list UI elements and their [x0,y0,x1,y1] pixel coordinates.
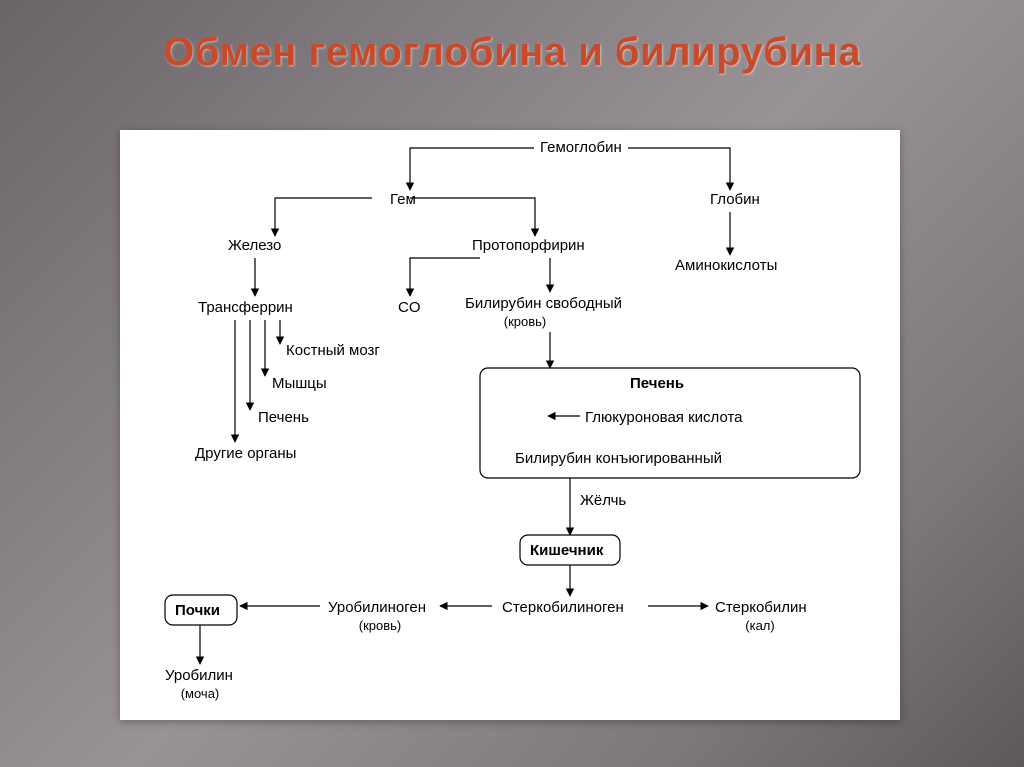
node-sterkobilin-sub: (кал) [745,618,774,633]
edge [410,258,480,296]
node-protoporphyrin: Протопорфирин [472,237,585,254]
node-kidneys: Почки [175,602,220,619]
node-bile: Жёлчь [580,492,626,509]
node-muscles: Мышцы [272,375,327,392]
diagram-panel: Гемоглобин Гем Глобин Железо Протопорфир… [120,130,900,720]
slide-background: Обмен гемоглобина и билирубина [0,0,1024,767]
node-glucuronic: Глюкуроновая кислота [585,409,743,426]
node-co: CO [398,299,421,316]
node-aminoacids: Аминокислоты [675,257,777,274]
node-iron: Железо [228,237,281,254]
node-otherorgans: Другие органы [195,445,296,462]
edge [275,198,372,236]
node-globin: Глобин [710,191,760,208]
edge [410,148,534,190]
node-sterkobilinogen: Стеркобилиноген [502,599,624,616]
node-bonemarrow: Костный мозг [286,342,380,359]
node-hemoglobin: Гемоглобин [540,139,622,156]
node-intestine: Кишечник [530,542,604,559]
node-transferrin: Трансферрин [198,299,293,316]
edge [410,198,535,236]
node-liver-box: Печень [630,375,684,392]
edge [628,148,730,190]
node-liver-transferrin: Печень [258,409,309,426]
node-bili-conj: Билирубин конъюгированный [515,450,722,467]
flowchart-svg: Гемоглобин Гем Глобин Железо Протопорфир… [120,130,900,720]
node-urobilinogen-sub: (кровь) [359,618,402,633]
node-bili-free: Билирубин свободный [465,295,622,312]
node-gem: Гем [390,191,416,208]
node-urobilin-sub: (моча) [181,686,220,701]
node-urobilin: Уробилин [165,667,233,684]
node-urobilinogen: Уробилиноген [328,599,426,616]
node-sterkobilin: Стеркобилин [715,599,807,616]
slide-title: Обмен гемоглобина и билирубина [0,30,1024,75]
node-bili-free-sub: (кровь) [504,314,547,329]
